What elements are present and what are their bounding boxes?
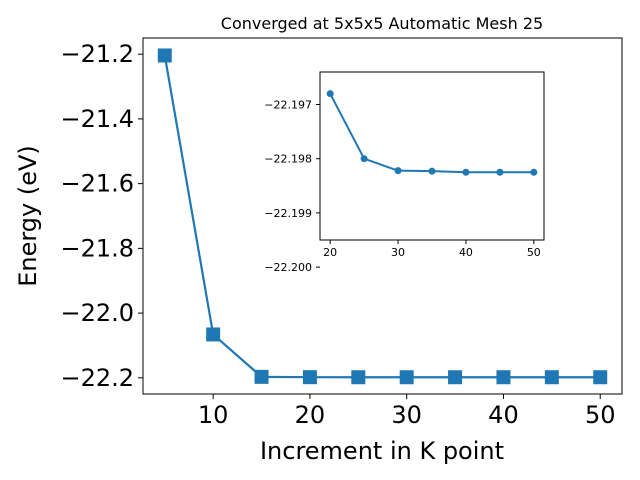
main-x-tick-label: 40	[488, 401, 519, 429]
main-data-point	[448, 370, 463, 385]
main-y-tick-label: −21.8	[60, 234, 134, 262]
inset-data-point	[326, 90, 334, 98]
main-data-point	[157, 48, 172, 63]
inset-x-tick-label: 20	[323, 246, 337, 259]
inset-y-tick-label: −22.197	[264, 99, 312, 112]
inset-axis-ticks: 20 30 40 50 −22.197 −22.198 −22.199 −22.200	[264, 99, 541, 275]
main-axis-ticks: 10 20 30 40 50 −21.2 −21.4 −21.6 −21.8 −22.0 −22.2	[60, 40, 615, 429]
inset-y-tick-label: −22.200	[264, 261, 312, 274]
inset-y-tick-label: −22.198	[264, 153, 312, 166]
inset-x-tick-label: 40	[459, 246, 473, 259]
main-series-line	[163, 55, 601, 379]
main-y-tick-label: −22.2	[60, 364, 134, 392]
inset-data-point	[360, 155, 368, 163]
main-x-tick-label: 10	[198, 401, 229, 429]
inset-data-point	[530, 168, 538, 176]
main-y-tick-label: −22.0	[60, 299, 134, 327]
inset-data-point	[428, 167, 436, 175]
inset-x-tick-label: 50	[527, 246, 541, 259]
main-x-tick-label: 50	[585, 401, 616, 429]
main-data-point	[399, 370, 414, 385]
inset-data-point	[394, 167, 402, 175]
inset-plot-frame	[319, 71, 545, 241]
main-data-point	[351, 370, 366, 385]
main-data-series	[157, 48, 608, 385]
main-y-tick-label: −21.6	[60, 170, 134, 198]
main-x-tick-label: 20	[295, 401, 326, 429]
x-axis-label: Increment in K point	[260, 437, 504, 465]
main-data-point	[593, 370, 608, 385]
main-data-point	[206, 327, 221, 342]
main-x-tick-label: 30	[391, 401, 422, 429]
inset-data-point	[462, 168, 470, 176]
y-axis-label: Energy (eV)	[14, 145, 42, 287]
main-y-tick-label: −21.2	[60, 40, 134, 68]
main-y-tick-label: −21.4	[60, 105, 134, 133]
main-plot-frame	[142, 37, 623, 395]
chart-title: Converged at 5x5x5 Automatic Mesh 25	[221, 14, 543, 33]
inset-data-point	[496, 168, 504, 176]
inset-x-tick-label: 30	[391, 246, 405, 259]
main-data-point	[254, 369, 269, 384]
main-data-point	[544, 370, 559, 385]
main-data-point	[302, 370, 317, 385]
inset-data-series	[326, 90, 538, 176]
inset-y-tick-label: −22.199	[264, 207, 312, 220]
inset-plot-background	[320, 72, 544, 240]
main-data-point	[496, 370, 511, 385]
